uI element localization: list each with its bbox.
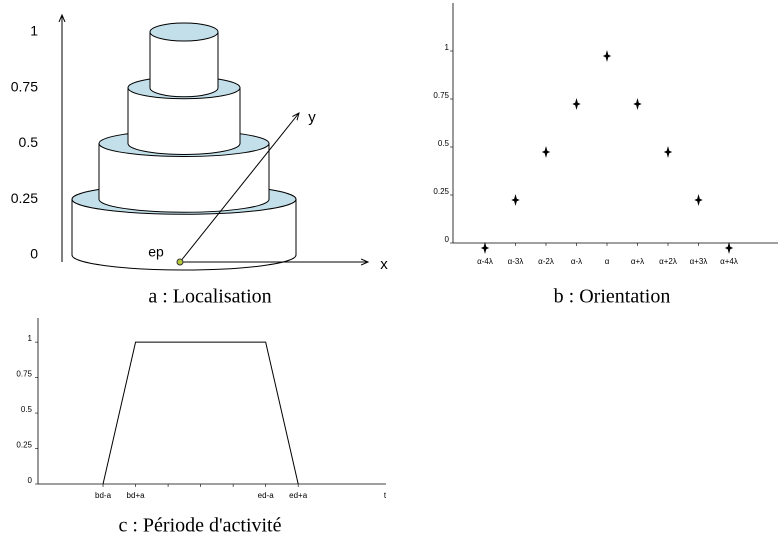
point — [480, 242, 490, 254]
x-tick-label: α+4λ — [720, 257, 738, 266]
caption: b : Orientation — [554, 286, 671, 308]
y-arrow — [179, 113, 299, 263]
y-tick-label: 0 — [28, 476, 33, 485]
cylinder-side — [71, 198, 297, 271]
y-tick-label: 0.5 — [438, 139, 450, 148]
x-tick-label: α-4λ — [477, 257, 493, 266]
point — [633, 98, 642, 110]
x-tick-label: α — [605, 257, 610, 266]
y-tick-label: 0.25 — [433, 187, 449, 196]
x-tick-label: α-2λ — [538, 257, 554, 266]
x-tick-label: α-λ — [571, 257, 582, 266]
x-tick-label: α+2λ — [659, 257, 677, 266]
point — [724, 242, 734, 254]
line — [102, 341, 299, 485]
cylinder-top — [149, 22, 219, 42]
x-label: x — [380, 256, 388, 273]
cylinder-side — [149, 31, 219, 98]
x-tick-label: α+λ — [631, 257, 644, 266]
point — [541, 146, 551, 158]
y-tick-label: 1 — [28, 334, 33, 343]
x-label: t — [384, 491, 387, 500]
y-tick-label: 0.25 — [11, 190, 38, 206]
x-tick-label: bd-a — [95, 491, 112, 500]
y-tick-label: 0.75 — [11, 78, 38, 94]
annotation: ep — [148, 244, 164, 260]
x-tick-label: ed-a — [258, 491, 275, 500]
y-tick-label: 1 — [30, 23, 38, 39]
y-label: y — [308, 109, 316, 126]
cylinder-side — [127, 87, 241, 155]
x-tick-label: α-3λ — [508, 257, 524, 266]
caption: c : Période d'activité — [119, 515, 282, 537]
y-tick-label: 0.5 — [21, 405, 33, 414]
x-tick-label: α+3λ — [690, 257, 708, 266]
y-tick-label: 1 — [445, 43, 450, 52]
y-tick-label: 0.75 — [16, 370, 32, 379]
y-tick-label: 0 — [30, 246, 38, 262]
y-tick-label: 0 — [445, 235, 450, 244]
point — [572, 98, 581, 110]
y-tick-label: 0.5 — [19, 134, 39, 150]
origin-point — [176, 258, 184, 266]
x-tick-label: bd+a — [127, 491, 146, 500]
y-tick-label: 0.25 — [16, 441, 32, 450]
point — [663, 146, 673, 158]
cylinder-side — [98, 143, 270, 213]
x-tick-label: ed+a — [289, 491, 308, 500]
point — [602, 50, 612, 62]
caption: a : Localisation — [148, 286, 271, 308]
point — [694, 194, 703, 206]
point — [511, 194, 520, 206]
y-tick-label: 0.75 — [433, 91, 449, 100]
